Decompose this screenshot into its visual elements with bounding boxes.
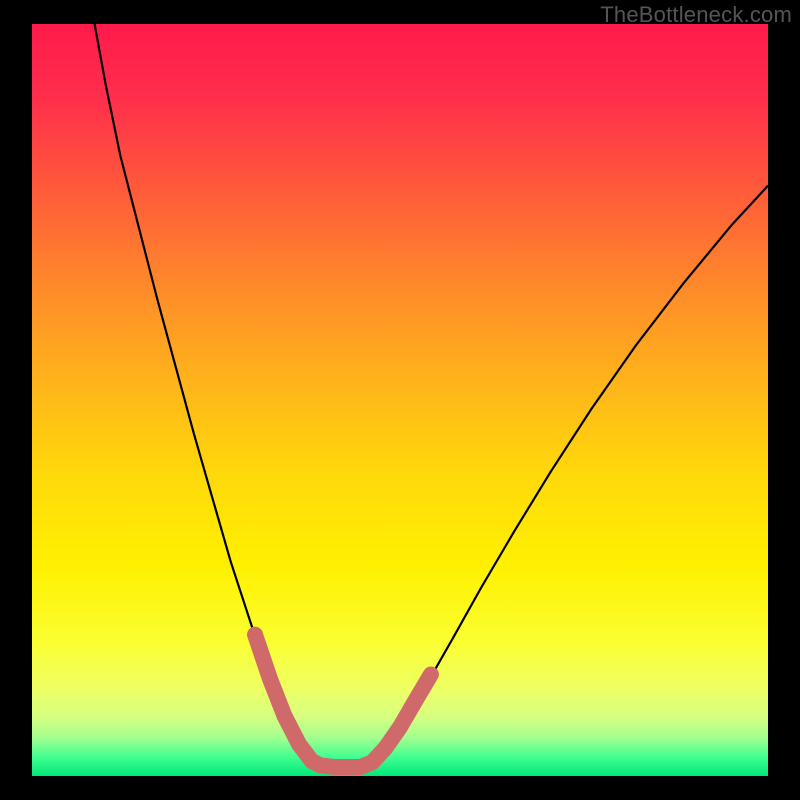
gradient-plot-area [32,24,768,776]
chart-container: TheBottleneck.com [0,0,800,800]
bottleneck-chart [0,0,800,800]
watermark-text: TheBottleneck.com [600,2,792,28]
